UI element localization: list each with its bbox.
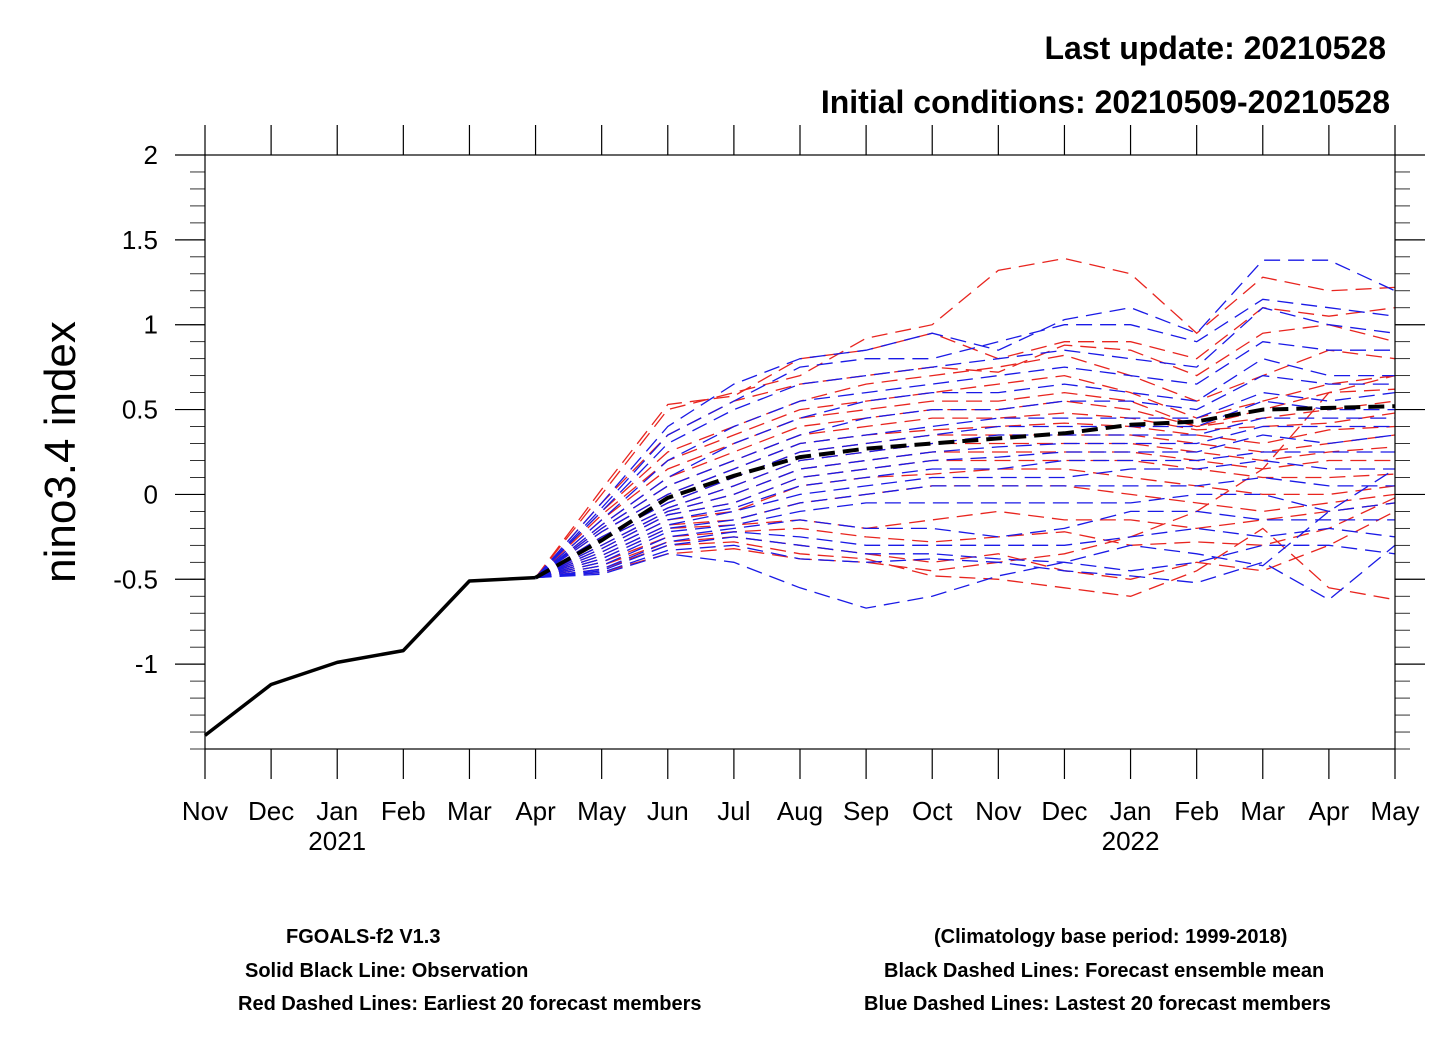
late-member-line	[535, 476, 1395, 579]
late-member-line	[535, 493, 1396, 579]
y-tick-label: -0.5	[113, 564, 158, 594]
x-tick-label: May	[1370, 796, 1419, 826]
y-tick-label: 0	[144, 479, 158, 509]
last-update-text: Last update: 20210528	[1044, 30, 1387, 66]
ensemble-mean-line	[534, 404, 1396, 580]
early-member-line	[535, 374, 1396, 579]
early-member-line	[535, 257, 1396, 579]
x-tick-label: Jan	[316, 796, 358, 826]
y-tick-label: 2	[144, 140, 158, 170]
y-tick-label: 1	[144, 310, 158, 340]
x-tick-label: Dec	[1041, 796, 1087, 826]
late-member-line	[535, 358, 1395, 579]
observation-line	[203, 575, 536, 737]
year-label: 2022	[1102, 826, 1160, 856]
late-member-line	[535, 400, 1395, 579]
early-member-line	[535, 527, 1396, 601]
late-member-line	[535, 298, 1396, 579]
x-tick-label: Apr	[1309, 796, 1350, 826]
late-member-line	[535, 425, 1395, 579]
ensemble-mean-series	[534, 404, 1396, 580]
early-member-line	[535, 400, 1396, 579]
red-members-note: Red Dashed Lines: Earliest 20 forecast m…	[238, 993, 702, 1015]
x-tick-label: Nov	[182, 796, 228, 826]
ensemble-mean-note: Black Dashed Lines: Forecast ensemble me…	[884, 960, 1325, 982]
late-member-line	[535, 510, 1395, 579]
late-member-line	[535, 306, 1396, 579]
observation-note: Solid Black Line: Observation	[245, 960, 529, 982]
plot-frame	[204, 154, 1396, 750]
climatology-note: (Climatology base period: 1999-2018)	[934, 926, 1288, 948]
y-tick-label: 0.5	[122, 395, 158, 425]
x-tick-label: May	[577, 796, 626, 826]
forecast-members	[535, 257, 1396, 609]
late-member-line	[535, 527, 1396, 579]
initial-conditions-text: Initial conditions: 20210509-20210528	[820, 84, 1390, 120]
late-member-line	[535, 544, 1396, 601]
x-tick-label: Feb	[1174, 796, 1219, 826]
x-tick-label: Jul	[717, 796, 750, 826]
x-tick-label: Nov	[975, 796, 1021, 826]
y-tick-label: 1.5	[122, 225, 158, 255]
early-member-line	[535, 374, 1396, 579]
late-member-line	[535, 451, 1395, 579]
late-member-line	[535, 434, 1396, 579]
late-member-line	[535, 468, 1396, 609]
early-member-line	[535, 349, 1396, 579]
x-tick-label: Aug	[777, 796, 823, 826]
observation-series	[203, 575, 536, 737]
late-member-line	[535, 259, 1396, 579]
late-member-line	[535, 374, 1395, 579]
axis-ticks	[175, 125, 1425, 779]
y-axis-title: nino3.4 index	[36, 321, 85, 583]
y-tick-label: -1	[135, 649, 158, 679]
early-member-line	[535, 451, 1395, 579]
early-member-line	[535, 502, 1396, 579]
axis-labels: Nov Dec Jan Feb Mar Apr May Jun Jul Aug Sep Oct Nov D…	[36, 140, 1420, 856]
early-member-line	[535, 510, 1396, 580]
x-tick-label: Mar	[1240, 796, 1285, 826]
x-tick-label: Oct	[912, 796, 953, 826]
x-tick-label: Dec	[248, 796, 294, 826]
early-member-line	[535, 412, 1396, 579]
x-tick-label: Apr	[515, 796, 556, 826]
x-tick-label: Mar	[447, 796, 492, 826]
late-member-line	[535, 341, 1395, 579]
x-tick-label: Jan	[1110, 796, 1152, 826]
early-member-line	[535, 307, 1396, 578]
x-tick-label: Feb	[381, 796, 426, 826]
x-tick-label: Jun	[647, 796, 689, 826]
blue-members-note: Blue Dashed Lines: Lastest 20 forecast m…	[864, 993, 1331, 1015]
late-member-line	[535, 391, 1396, 579]
early-member-line	[535, 434, 1396, 579]
x-tick-label: Sep	[843, 796, 889, 826]
model-name: FGOALS-f2 V1.3	[286, 926, 441, 948]
year-label: 2021	[308, 826, 366, 856]
early-member-line	[535, 442, 1396, 579]
late-member-line	[535, 536, 1396, 579]
late-member-line	[535, 459, 1395, 579]
